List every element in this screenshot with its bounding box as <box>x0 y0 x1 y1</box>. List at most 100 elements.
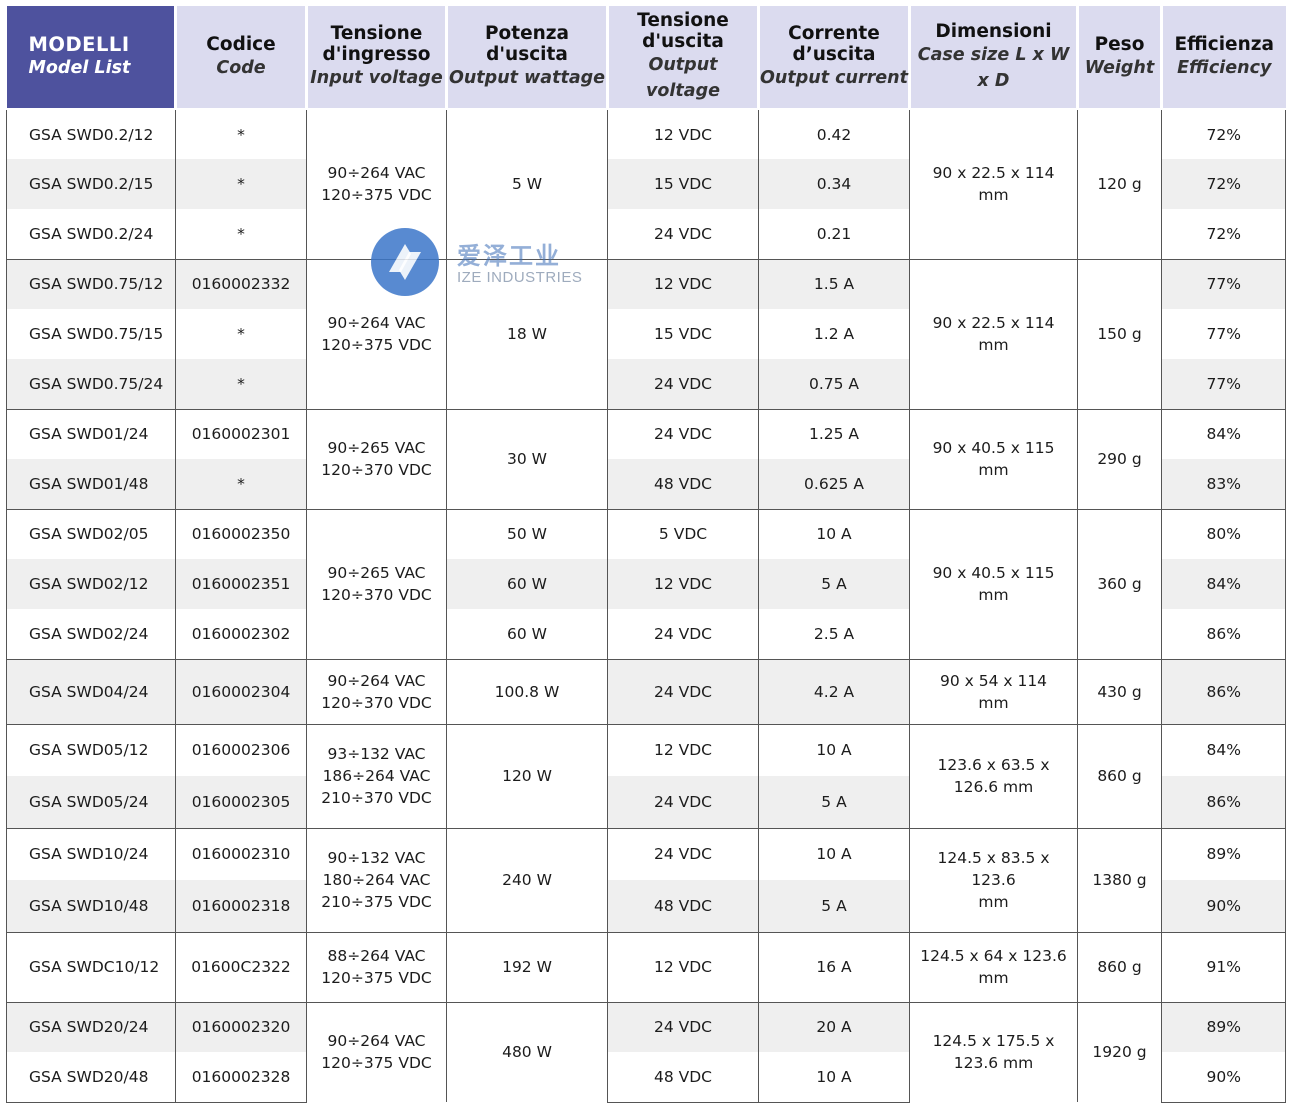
table-row: GSA SWD0.2/15 * 15 VDC 0.34 72% <box>6 159 1286 209</box>
cell-code: * <box>175 108 307 159</box>
cell-efficiency: 91% <box>1161 931 1286 1002</box>
cell-code: 0160002332 <box>175 258 307 309</box>
cell-output-voltage: 12 VDC <box>607 559 759 609</box>
cell-model: GSA SWD02/24 <box>6 609 176 659</box>
table-row: GSA SWD04/24 0160002304 90÷264 VAC 120÷370 … <box>6 658 1286 724</box>
cell-output-wattage: 120 W <box>446 723 608 828</box>
table-row: GSA SWDC10/12 01600C2322 88÷264 VAC 120÷375… <box>6 931 1286 1002</box>
table-row: GSA SWD0.75/15 * 15 VDC 1.2 A 77% <box>6 309 1286 359</box>
cell-efficiency: 80% <box>1161 508 1286 559</box>
table-header-row: MODELLI Model List Codice Code Tensione d'… <box>6 6 1286 110</box>
cell-output-current: 10 A <box>758 1052 910 1103</box>
table-row: GSA SWD20/48 0160002328 48 VDC 10 A 90% <box>6 1052 1286 1103</box>
cell-code: 0160002351 <box>175 559 307 609</box>
cell-code: 0160002305 <box>175 776 307 828</box>
table-row: GSA SWD05/24 0160002305 24 VDC 5 A 86% <box>6 776 1286 828</box>
cell-output-wattage: 480 W <box>446 1001 608 1102</box>
cell-efficiency: 84% <box>1161 723 1286 776</box>
cell-efficiency: 77% <box>1161 258 1286 309</box>
table-row: GSA SWD0.2/24 * 24 VDC 0.21 72% <box>6 209 1286 259</box>
cell-output-voltage: 12 VDC <box>607 931 759 1002</box>
cell-output-current: 5 A <box>758 559 910 609</box>
cell-input-voltage: 90÷264 VAC 120÷375 VDC <box>306 1001 447 1102</box>
cell-model: GSA SWD05/24 <box>6 776 176 828</box>
cell-efficiency: 83% <box>1161 459 1286 509</box>
cell-weight: 1380 g <box>1077 827 1162 932</box>
cell-output-current: 5 A <box>758 776 910 828</box>
header-code-it: Codice <box>206 33 276 55</box>
header-input-voltage: Tensione d'ingresso Input voltage <box>305 6 447 110</box>
cell-code: 0160002328 <box>175 1052 307 1103</box>
cell-model: GSA SWD0.75/12 <box>6 258 176 309</box>
cell-output-current: 20 A <box>758 1001 910 1052</box>
header-input-voltage-en: Input voltage <box>310 68 443 88</box>
cell-weight: 360 g <box>1077 508 1162 659</box>
cell-output-wattage: 240 W <box>446 827 608 932</box>
cell-weight: 430 g <box>1077 658 1162 724</box>
cell-case-size: 90 x 40.5 x 115 mm <box>909 408 1078 509</box>
cell-output-wattage: 60 W <box>446 609 608 659</box>
cell-code: 0160002350 <box>175 508 307 559</box>
cell-output-voltage: 12 VDC <box>607 723 759 776</box>
cell-output-wattage: 100.8 W <box>446 658 608 724</box>
table-row: GSA SWD0.75/12 0160002332 90÷264 VAC 120÷37… <box>6 258 1286 409</box>
cell-output-wattage: 30 W <box>446 408 608 509</box>
cell-code: * <box>175 459 307 509</box>
cell-output-wattage: 5 W <box>446 108 608 259</box>
table-row: GSA SWD20/24 0160002320 90÷264 VAC 120÷375 … <box>6 1001 1286 1102</box>
table-row: GSA SWD02/24 0160002302 60 W 24 VDC 2.5 A 86% <box>6 609 1286 659</box>
cell-case-size: 123.6 x 63.5 x 126.6 mm <box>909 723 1078 828</box>
cell-input-voltage: 90÷264 VAC 120÷375 VDC <box>306 258 447 409</box>
cell-case-size: 124.5 x 175.5 x 123.6 mm <box>909 1001 1078 1102</box>
cell-output-current: 1.25 A <box>758 408 910 459</box>
header-weight: Peso Weight <box>1076 6 1162 110</box>
header-weight-en: Weight <box>1084 57 1155 78</box>
header-case-size-it: Dimensioni <box>935 20 1052 42</box>
cell-efficiency: 72% <box>1161 159 1286 209</box>
cell-code: 0160002306 <box>175 723 307 776</box>
cell-weight: 150 g <box>1077 258 1162 409</box>
cell-code: 0160002310 <box>175 827 307 880</box>
cell-input-voltage: 90÷132 VAC 180÷264 VAC 210÷375 VDC <box>306 827 447 932</box>
cell-model: GSA SWD0.75/24 <box>6 359 176 409</box>
cell-output-voltage: 24 VDC <box>607 408 759 459</box>
cell-efficiency: 90% <box>1161 1052 1286 1103</box>
cell-efficiency: 84% <box>1161 408 1286 459</box>
cell-weight: 120 g <box>1077 108 1162 259</box>
cell-model: GSA SWD10/48 <box>6 880 176 932</box>
cell-output-current: 10 A <box>758 723 910 776</box>
cell-output-current: 5 A <box>758 880 910 932</box>
cell-efficiency: 86% <box>1161 658 1286 724</box>
header-efficiency-it: Efficienza <box>1174 33 1275 55</box>
cell-output-current: 16 A <box>758 931 910 1002</box>
header-code-en: Code <box>216 57 266 78</box>
cell-efficiency: 72% <box>1161 108 1286 159</box>
cell-output-wattage: 60 W <box>446 559 608 609</box>
cell-weight: 1920 g <box>1077 1001 1162 1102</box>
cell-output-current: 10 A <box>758 827 910 880</box>
header-output-voltage-it: Tensione d'uscita <box>637 10 729 52</box>
cell-efficiency: 84% <box>1161 559 1286 609</box>
header-efficiency-en: Efficiency <box>1177 57 1272 78</box>
cell-code: * <box>175 309 307 359</box>
header-models: MODELLI Model List <box>6 6 176 110</box>
cell-case-size: 124.5 x 64 x 123.6 mm <box>909 931 1078 1002</box>
header-output-wattage-it: Potenza d'uscita <box>484 23 570 65</box>
header-case-size-en: Case size L x W x D <box>917 44 1070 91</box>
cell-model: GSA SWD05/12 <box>6 723 176 776</box>
cell-output-current: 0.21 <box>758 209 910 259</box>
cell-efficiency: 89% <box>1161 827 1286 880</box>
table-body: GSA SWD0.2/12 * 90÷264 VAC 120÷375 VDC 5 W 12… <box>6 108 1286 1103</box>
cell-efficiency: 77% <box>1161 309 1286 359</box>
cell-efficiency: 86% <box>1161 609 1286 659</box>
header-output-voltage-en: Output voltage <box>646 55 720 101</box>
header-input-voltage-it: Tensione d'ingresso <box>322 23 431 65</box>
cell-output-voltage: 48 VDC <box>607 1052 759 1103</box>
cell-model: GSA SWDC10/12 <box>6 931 176 1002</box>
table-row: GSA SWD01/48 * 48 VDC 0.625 A 83% <box>6 459 1286 509</box>
table-row: GSA SWD0.2/12 * 90÷264 VAC 120÷375 VDC 5 W 12… <box>6 108 1286 259</box>
table-row: GSA SWD01/24 0160002301 90÷265 VAC 120÷370 … <box>6 408 1286 509</box>
cell-output-voltage: 15 VDC <box>607 309 759 359</box>
header-output-current-it: Corrente d’uscita <box>788 23 880 65</box>
cell-output-voltage: 24 VDC <box>607 1001 759 1052</box>
